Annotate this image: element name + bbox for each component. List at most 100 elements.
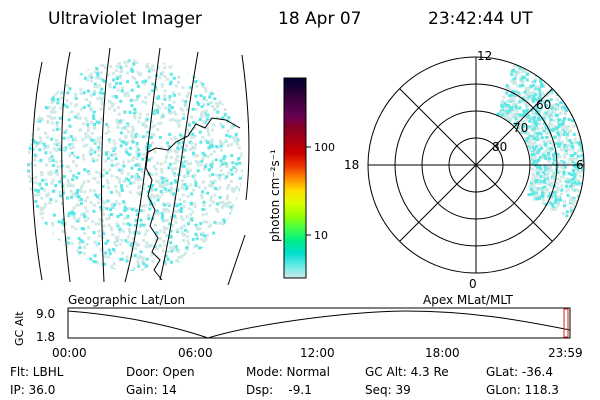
emission-pixel [220, 205, 224, 209]
emission-pixel [146, 113, 150, 117]
emission-pixel [231, 204, 235, 207]
emission-pixel [27, 214, 31, 218]
emission-pixel [572, 173, 576, 177]
emission-pixel [137, 264, 141, 268]
emission-pixel [181, 266, 185, 270]
emission-pixel [185, 95, 189, 98]
emission-pixel [92, 117, 96, 120]
emission-pixel [570, 178, 573, 182]
emission-pixel [159, 229, 163, 233]
emission-pixel [55, 139, 59, 142]
emission-pixel [58, 180, 62, 184]
emission-pixel [43, 79, 46, 83]
emission-pixel [531, 161, 535, 165]
emission-pixel [528, 119, 532, 123]
emission-pixel [556, 186, 559, 190]
emission-pixel [205, 261, 208, 265]
emission-pixel [193, 134, 197, 138]
emission-pixel [46, 120, 50, 124]
emission-pixel [130, 175, 134, 179]
emission-pixel [234, 228, 238, 232]
emission-pixel [203, 207, 207, 211]
emission-pixel [550, 122, 553, 126]
emission-pixel [71, 192, 75, 196]
emission-pixel [65, 99, 69, 103]
emission-pixel [225, 70, 229, 74]
emission-pixel [563, 143, 567, 147]
emission-pixel [169, 156, 173, 159]
emission-pixel [206, 233, 209, 237]
emission-pixel [525, 78, 529, 82]
emission-pixel [531, 99, 535, 103]
emission-pixel [230, 262, 233, 265]
emission-pixel [226, 129, 230, 133]
emission-pixel [169, 191, 173, 195]
emission-pixel [186, 235, 190, 239]
emission-pixel [112, 262, 116, 266]
emission-pixel [505, 87, 509, 91]
emission-pixel [82, 251, 86, 255]
emission-pixel [204, 111, 207, 115]
emission-pixel [55, 241, 59, 245]
emission-pixel [155, 88, 159, 92]
emission-pixel [104, 132, 108, 135]
emission-pixel [208, 73, 212, 77]
emission-pixel [82, 227, 85, 231]
emission-pixel [535, 197, 539, 201]
emission-pixel [27, 118, 31, 121]
emission-pixel [167, 106, 171, 110]
emission-pixel [29, 179, 32, 183]
emission-pixel [43, 103, 47, 107]
emission-pixel [87, 61, 91, 65]
emission-pixel [234, 133, 238, 136]
emission-pixel [529, 193, 533, 196]
emission-pixel [47, 248, 51, 251]
emission-pixel [535, 120, 539, 124]
emission-pixel [225, 197, 229, 201]
emission-pixel [51, 84, 55, 88]
emission-pixel [575, 169, 578, 173]
emission-pixel [581, 138, 584, 142]
mlt-label-6: 6 [576, 158, 584, 172]
emission-pixel [141, 186, 145, 190]
emission-pixel [565, 149, 568, 153]
emission-pixel [214, 158, 218, 162]
emission-pixel [72, 261, 76, 265]
emission-pixel [113, 85, 116, 89]
emission-pixel [128, 110, 132, 114]
emission-pixel [221, 233, 225, 237]
emission-pixel [97, 76, 101, 80]
emission-pixel [241, 81, 243, 85]
emission-pixel [120, 238, 124, 242]
emission-pixel [224, 266, 228, 270]
emission-pixel [76, 195, 80, 199]
emission-pixel [125, 255, 129, 259]
emission-pixel [153, 150, 157, 154]
emission-pixel [78, 251, 82, 254]
emission-pixel [66, 165, 70, 169]
emission-pixel [225, 139, 229, 143]
emission-pixel [196, 227, 200, 231]
emission-pixel [503, 101, 507, 105]
emission-pixel [549, 98, 553, 102]
emission-pixel [549, 111, 553, 115]
emission-pixel [113, 142, 117, 146]
emission-pixel [159, 121, 163, 125]
emission-pixel [88, 150, 92, 154]
emission-pixel [171, 62, 175, 66]
emission-pixel [69, 169, 73, 173]
emission-pixel [501, 99, 505, 103]
emission-pixel [105, 123, 109, 126]
emission-pixel [136, 260, 140, 264]
emission-pixel [550, 89, 553, 93]
emission-pixel [550, 147, 554, 151]
emission-pixel [137, 168, 141, 171]
emission-pixel [139, 218, 143, 222]
emission-pixel [74, 258, 78, 262]
emission-pixel [142, 122, 146, 126]
emission-pixel [55, 90, 59, 94]
emission-pixel [76, 249, 80, 253]
emission-pixel [132, 59, 136, 63]
emission-pixel [113, 146, 117, 150]
